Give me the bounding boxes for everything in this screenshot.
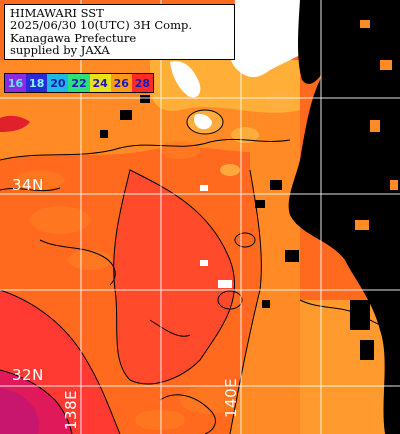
sea-hot-core (113, 170, 235, 384)
clear-gaps (355, 20, 398, 230)
sea-light-east (300, 300, 400, 434)
legend-cell-18: 18 (26, 74, 48, 92)
title-line-3: Kanagawa Prefecture (10, 30, 137, 45)
land-izu (170, 61, 201, 98)
sea-mid-east (230, 120, 300, 434)
legend-cell-20: 20 (47, 74, 69, 92)
title-line-2: 2025/06/30 10(UTC) 3H Comp. (10, 18, 193, 33)
map-title-box: HIMAWARI SST 2025/06/30 10(UTC) 3H Comp.… (4, 4, 235, 60)
legend-cell-16: 16 (5, 74, 27, 92)
title-line-1: HIMAWARI SST (10, 6, 104, 20)
temperature-legend: 16 18 20 22 24 26 28 (4, 73, 154, 93)
lon-label-140e: 140E (222, 377, 240, 418)
land-west-coast (0, 115, 30, 132)
lat-label-34n: 34N (12, 176, 44, 194)
title-line-4: supplied by JAXA (10, 43, 110, 58)
cloud-mid (298, 0, 330, 84)
legend-cell-24: 24 (89, 74, 111, 92)
legend-cell-28: 28 (131, 74, 153, 92)
sea-hottest-spot (0, 388, 40, 434)
legend-cell-26: 26 (110, 74, 132, 92)
lon-label-138e: 138E (62, 389, 80, 430)
legend-cell-22: 22 (68, 74, 90, 92)
cloud-east (288, 0, 400, 434)
land-oshima (194, 113, 212, 130)
isotherm-contours (0, 109, 400, 434)
lat-label-32n: 32N (12, 366, 44, 384)
